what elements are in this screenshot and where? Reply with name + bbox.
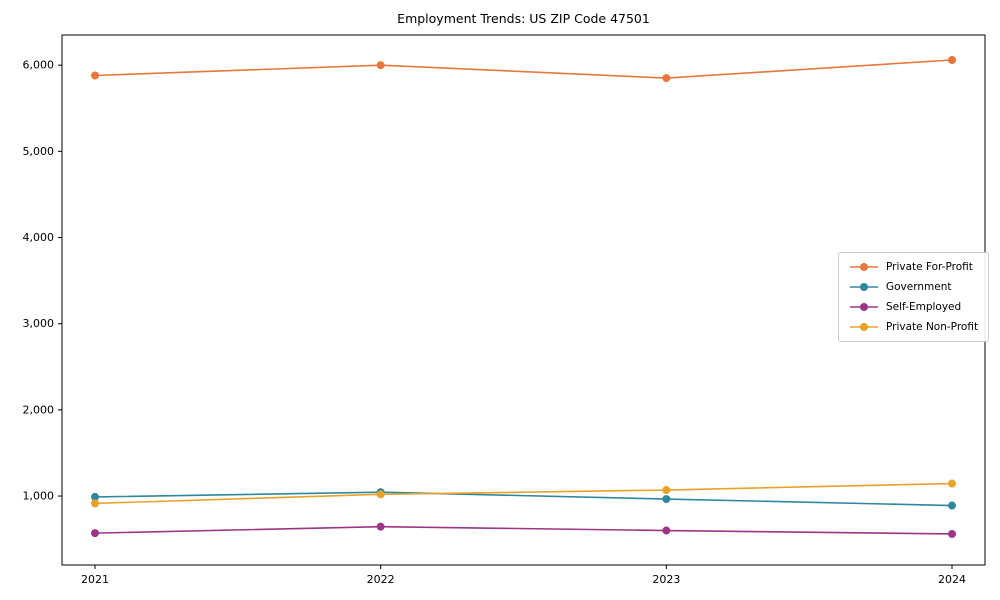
chart-title: Employment Trends: US ZIP Code 47501 bbox=[397, 11, 650, 26]
series-marker-government bbox=[662, 495, 671, 504]
legend-marker bbox=[860, 303, 868, 311]
y-tick-label: 2,000 bbox=[23, 403, 55, 416]
series-marker-private-non-profit bbox=[376, 490, 385, 499]
legend-key-private-non-profit bbox=[850, 323, 878, 331]
series-marker-private-non-profit bbox=[662, 486, 671, 495]
series-marker-government bbox=[91, 492, 99, 501]
series-marker-self-employed bbox=[948, 529, 956, 538]
y-tick-label: 5,000 bbox=[23, 145, 55, 158]
x-tick-label: 2021 bbox=[81, 573, 109, 586]
series-line-private-for-profit bbox=[94, 59, 953, 79]
series-marker-self-employed bbox=[91, 529, 99, 538]
x-tick-label: 2024 bbox=[938, 573, 966, 586]
series-line-self-employed bbox=[94, 525, 953, 535]
legend-marker bbox=[860, 323, 868, 331]
series-marker-private-non-profit bbox=[91, 499, 99, 508]
legend-label: Private For-Profit bbox=[886, 261, 973, 273]
legend-label: Self-Employed bbox=[886, 301, 962, 313]
x-tick-label: 2022 bbox=[367, 573, 395, 586]
series-line-government bbox=[94, 491, 953, 507]
x-tick-label: 2023 bbox=[652, 573, 680, 586]
series-marker-government bbox=[948, 501, 956, 510]
legend-label: Private Non-Profit bbox=[886, 321, 979, 333]
chart-legend: Private For-Profit Government Self-Employe… bbox=[838, 252, 990, 342]
legend-item-government: Government bbox=[849, 281, 978, 293]
series-marker-private-for-profit bbox=[948, 55, 956, 64]
legend-marker bbox=[860, 283, 868, 291]
legend-item-private-for-profit: Private For-Profit bbox=[849, 261, 978, 273]
series-line-private-non-profit bbox=[94, 482, 953, 505]
series-marker-private-non-profit bbox=[948, 479, 956, 488]
series-marker-self-employed bbox=[662, 526, 671, 535]
legend-key-government bbox=[850, 283, 878, 291]
y-tick-label: 3,000 bbox=[23, 317, 55, 330]
series-marker-private-for-profit bbox=[91, 71, 99, 80]
y-tick-label: 6,000 bbox=[23, 59, 55, 72]
legend-label: Government bbox=[886, 281, 952, 293]
series-marker-private-for-profit bbox=[376, 61, 385, 70]
legend-marker bbox=[860, 263, 868, 271]
y-tick-label: 1,000 bbox=[23, 490, 55, 503]
legend-item-private-non-profit: Private Non-Profit bbox=[849, 321, 978, 333]
series-marker-private-for-profit bbox=[662, 74, 671, 83]
legend-item-self-employed: Self-Employed bbox=[849, 301, 978, 313]
legend-key-private-for-profit bbox=[850, 263, 878, 271]
series-marker-self-employed bbox=[376, 522, 385, 531]
legend-key-self-employed bbox=[850, 303, 878, 311]
y-tick-label: 4,000 bbox=[23, 231, 55, 244]
